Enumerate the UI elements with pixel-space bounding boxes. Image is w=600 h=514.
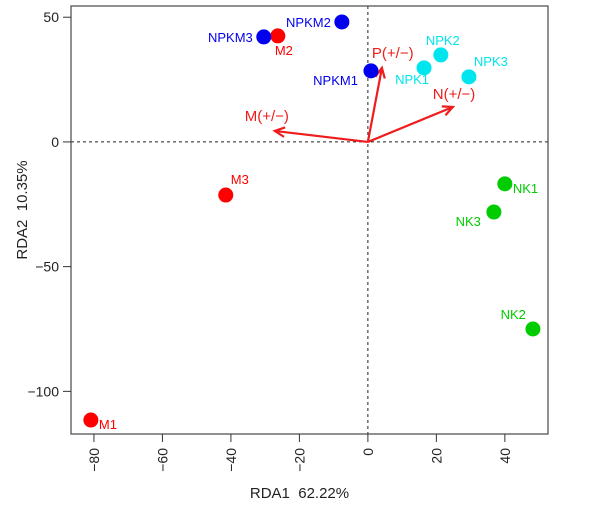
y-axis: −100 −50 0 50 — [27, 9, 71, 399]
point-label: NPK1 — [395, 72, 429, 87]
vector-shaft — [367, 105, 454, 143]
y-tick-label: −100 — [27, 383, 59, 399]
point-label: M1 — [99, 417, 117, 432]
x-tick-label: 40 — [497, 448, 513, 464]
point-marker — [525, 321, 541, 337]
vector-label: M(+/−) — [245, 108, 289, 125]
sample-point: M1 — [83, 412, 117, 432]
sample-point: M3 — [218, 172, 249, 203]
point-label: NPKM1 — [313, 73, 358, 88]
point-marker — [334, 14, 350, 30]
vector-arrowhead — [441, 105, 456, 116]
vector-arrow: P(+/−) — [366, 45, 414, 143]
sample-point: NPKM2 — [286, 14, 350, 30]
plot-frame — [70, 5, 549, 435]
y-tick-label: −50 — [35, 259, 59, 275]
sample-point: M2 — [270, 28, 293, 58]
sample-point: NK1 — [497, 176, 538, 196]
point-marker — [416, 60, 432, 76]
point-marker — [497, 176, 513, 192]
point-label: M3 — [231, 172, 249, 187]
point-marker — [433, 47, 449, 63]
vector-shaft — [366, 67, 384, 143]
point-label: NPKM3 — [208, 30, 253, 45]
sample-point: NPK2 — [426, 33, 460, 63]
point-marker — [270, 28, 286, 44]
x-tick-label: −60 — [154, 448, 170, 472]
point-label: NPKM2 — [286, 15, 331, 30]
sample-point: NPKM3 — [208, 29, 272, 45]
x-tick-label: −20 — [291, 448, 307, 472]
sample-point: NPK1 — [395, 60, 432, 87]
x-tick-label: −80 — [86, 448, 102, 472]
x-axis-title: RDA1 62.22% — [250, 485, 349, 502]
vector-arrowhead — [272, 126, 286, 138]
vector-arrow: N(+/−) — [367, 86, 476, 143]
point-label: NPK3 — [474, 54, 508, 69]
point-label: NK3 — [456, 214, 481, 229]
y-tick-label: 50 — [43, 9, 59, 25]
x-tick-label: −40 — [223, 448, 239, 472]
x-tick-label: 0 — [360, 448, 376, 456]
x-axis: −80 −60 −40 −20 0 20 40 — [86, 434, 513, 472]
point-label: NK2 — [501, 307, 526, 322]
plot-area: M(+/−) P(+/−) N(+/−) M1 M2 M3 NPKM1 NPKM2 NPKM3 N… — [71, 6, 548, 434]
point-marker — [218, 187, 234, 203]
point-marker — [461, 69, 477, 85]
sample-point: NPK3 — [461, 54, 508, 85]
point-label: NK1 — [513, 181, 538, 196]
sample-point: NPKM1 — [313, 63, 379, 88]
point-marker — [486, 204, 502, 220]
vector-label: P(+/−) — [372, 45, 414, 62]
point-label: M2 — [275, 43, 293, 58]
vector-shaft — [274, 129, 369, 144]
x-tick-label: 20 — [428, 448, 444, 464]
point-label: NPK2 — [426, 33, 460, 48]
y-axis-title: RDA2 10.35% — [14, 160, 31, 259]
sample-point: NK3 — [456, 204, 502, 229]
vector-arrow: M(+/−) — [245, 108, 369, 144]
sample-point: NK2 — [501, 307, 541, 337]
point-marker — [83, 412, 99, 428]
y-tick-label: 0 — [51, 134, 59, 150]
point-marker — [363, 63, 379, 79]
point-marker — [256, 29, 272, 45]
vector-label: N(+/−) — [433, 86, 476, 103]
